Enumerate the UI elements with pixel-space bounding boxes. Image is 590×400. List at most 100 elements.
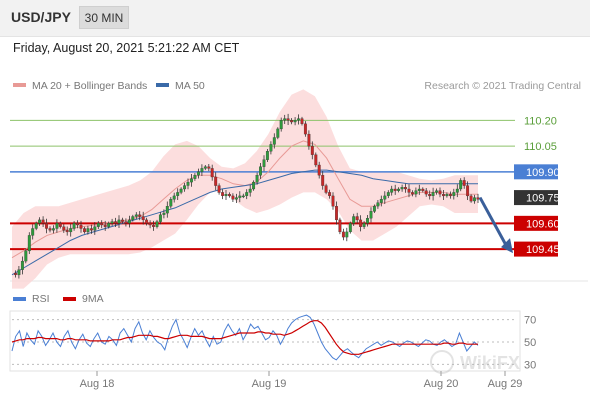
candle-body <box>48 228 52 231</box>
forecast-arrow <box>478 196 508 246</box>
candle-body <box>259 166 262 176</box>
watermark-logo-icon <box>430 350 454 374</box>
ma50-legend-label: MA 50 <box>175 80 205 92</box>
candle-body <box>58 223 62 227</box>
candle-body <box>145 219 149 224</box>
currency-pair-title: USD/JPY <box>11 9 71 25</box>
candle-body <box>438 190 442 195</box>
candle-body <box>69 228 73 233</box>
candle-body <box>359 219 363 227</box>
candle-body <box>65 230 69 233</box>
candle-body <box>459 180 463 190</box>
candle-body <box>314 154 318 166</box>
candle-body <box>462 180 466 186</box>
candle-body <box>93 226 97 231</box>
candle-body <box>124 221 128 224</box>
candle-body <box>383 195 387 200</box>
candle-body <box>473 197 476 202</box>
candle-body <box>31 228 35 236</box>
candle-body <box>331 195 335 207</box>
candle-body <box>234 197 238 200</box>
candle-body <box>269 144 273 152</box>
candle-body <box>214 176 218 186</box>
candle-body <box>131 216 135 221</box>
x-tick-label: Aug 20 <box>424 378 459 390</box>
x-tick-label: Aug 18 <box>80 378 115 390</box>
candle-body <box>393 188 397 191</box>
candle-body <box>300 118 304 124</box>
candle-body <box>83 228 86 233</box>
candle-body <box>34 223 38 229</box>
watermark: WikiFX <box>430 350 520 374</box>
candle-body <box>255 175 259 183</box>
rsi-legend-swatch <box>13 297 26 301</box>
x-tick-label: Aug 19 <box>252 378 287 390</box>
candle-body <box>341 231 345 238</box>
chart-header: USD/JPY 30 MIN <box>0 0 590 37</box>
research-credit: Research © 2021 Trading Central <box>424 80 581 92</box>
level-label-109.90: 109.90 <box>526 167 560 179</box>
candle-body <box>407 188 411 193</box>
candle-body <box>155 221 159 227</box>
candle-body <box>110 221 114 224</box>
candle-body <box>404 187 407 190</box>
candle-body <box>466 185 470 197</box>
candle-body <box>51 228 55 231</box>
candle-body <box>265 151 269 160</box>
candle-body <box>72 223 76 229</box>
candle-body <box>414 190 418 195</box>
candle-body <box>17 269 21 276</box>
candle-body <box>183 185 187 190</box>
candle-body <box>362 223 366 227</box>
candle-body <box>448 194 452 197</box>
ma20-legend-swatch <box>13 83 26 87</box>
candle-body <box>469 195 473 202</box>
candle-body <box>272 137 276 145</box>
candle-body <box>62 226 66 231</box>
rsi-ma9-line <box>11 320 478 355</box>
candle-body <box>245 192 249 196</box>
candle-body <box>445 194 449 197</box>
candle-body <box>148 223 152 226</box>
level-tag-109.75 <box>514 190 558 206</box>
candle-body <box>252 181 256 190</box>
candle-body <box>138 214 142 217</box>
candle-body <box>210 168 214 178</box>
candle-body <box>190 178 193 183</box>
candle-body <box>179 188 183 193</box>
candle-body <box>328 192 332 196</box>
level-tag-109.90 <box>514 164 558 180</box>
candle-body <box>262 159 266 167</box>
ma20-legend-label: MA 20 + Bollinger Bands <box>32 80 147 92</box>
candle-body <box>248 188 252 193</box>
ma50-legend-swatch <box>156 83 169 87</box>
candle-body <box>338 219 342 233</box>
candle-body <box>100 223 104 226</box>
candle-body <box>303 123 307 135</box>
candle-body <box>442 194 445 197</box>
candle-body <box>238 195 242 198</box>
timeframe-button[interactable]: 30 MIN <box>79 6 129 29</box>
candle-body <box>431 192 435 196</box>
candle-body <box>428 194 432 197</box>
candle-body <box>86 228 90 233</box>
candle-body <box>424 190 428 195</box>
rsi-tick-30: 30 <box>524 359 536 371</box>
watermark-text: WikiFX <box>460 353 520 373</box>
candle-body <box>103 224 107 227</box>
bollinger-band <box>12 89 478 289</box>
candle-body <box>348 223 352 233</box>
rsi-ma-legend-label: 9MA <box>82 293 104 305</box>
rsi-ma-legend-swatch <box>63 297 76 301</box>
candle-body <box>297 118 300 121</box>
candle-body <box>372 206 376 212</box>
rsi-tick-70: 70 <box>524 315 536 327</box>
candle-body <box>335 206 338 221</box>
candle-body <box>158 214 162 222</box>
rsi-tick-50: 50 <box>524 337 536 349</box>
candle-body <box>317 164 321 176</box>
candle-body <box>186 181 190 186</box>
candle-body <box>114 221 118 224</box>
candle-body <box>121 219 124 222</box>
